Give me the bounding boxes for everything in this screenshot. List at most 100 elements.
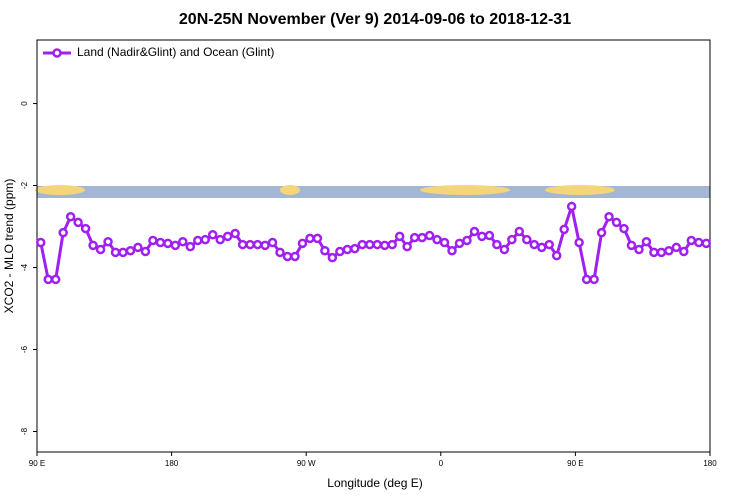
- y-tick-label: -4: [20, 263, 29, 271]
- data-point: [133, 242, 143, 253]
- data-point: [215, 234, 225, 245]
- data-point: [297, 238, 308, 249]
- data-point: [65, 211, 76, 222]
- data-point: [267, 237, 278, 248]
- data-point: [140, 246, 151, 257]
- data-point: [694, 237, 704, 248]
- x-tick-label: 90 E: [29, 459, 45, 468]
- x-tick-label: 180: [165, 459, 179, 468]
- data-point: [686, 235, 697, 246]
- data-point: [230, 228, 240, 239]
- map-land: [35, 185, 85, 195]
- data-point: [522, 234, 532, 245]
- data-point: [641, 236, 652, 247]
- data-point: [170, 240, 181, 251]
- data-point: [604, 211, 614, 222]
- data-point: [507, 234, 517, 245]
- data-point: [559, 224, 569, 235]
- data-point: [357, 239, 368, 250]
- map-ocean: [37, 186, 710, 198]
- x-tick-label: 0: [439, 459, 444, 468]
- data-point: [417, 232, 427, 243]
- data-point: [589, 274, 599, 285]
- data-point: [118, 247, 128, 258]
- data-point: [342, 244, 353, 255]
- data-point: [581, 274, 592, 285]
- data-point: [649, 247, 659, 258]
- data-point: [282, 251, 293, 262]
- data-point: [312, 233, 323, 244]
- data-point: [447, 245, 457, 256]
- data-point: [664, 245, 674, 256]
- data-point: [469, 226, 480, 237]
- data-point: [551, 250, 562, 261]
- data-point: [50, 274, 61, 285]
- y-axis-label: XCO2 - MLO trend (ppm): [2, 179, 16, 314]
- map-land: [420, 185, 510, 195]
- data-point: [110, 247, 121, 258]
- data-point: [477, 231, 487, 242]
- data-point: [619, 223, 629, 234]
- y-tick-label: -6: [20, 345, 29, 353]
- data-point: [148, 235, 158, 246]
- x-tick-label: 90 E: [567, 459, 583, 468]
- data-point: [574, 237, 584, 248]
- data-point: [611, 217, 622, 228]
- data-point: [185, 241, 196, 252]
- data-point: [439, 237, 450, 248]
- data-point: [305, 233, 315, 244]
- y-tick-label: -2: [20, 181, 29, 189]
- data-point: [409, 232, 420, 243]
- data-point: [454, 238, 465, 249]
- data-point: [103, 236, 113, 247]
- data-point: [679, 246, 689, 257]
- data-point: [656, 247, 667, 258]
- data-point: [237, 239, 248, 250]
- data-point: [492, 239, 502, 250]
- data-point: [529, 239, 540, 250]
- data-point: [222, 231, 233, 242]
- data-point: [73, 217, 83, 228]
- data-point: [402, 241, 412, 252]
- data-point: [626, 240, 637, 251]
- data-point: [394, 231, 405, 242]
- data-point: [335, 246, 345, 257]
- data-point: [252, 239, 263, 250]
- data-point: [327, 252, 338, 263]
- data-point: [35, 237, 46, 248]
- data-point: [207, 229, 218, 240]
- data-point: [43, 274, 53, 285]
- data-point: [701, 238, 712, 249]
- y-tick-label: -8: [20, 427, 29, 435]
- data-point: [424, 230, 435, 241]
- data-point: [245, 239, 255, 250]
- y-tick-label: 0: [20, 101, 29, 106]
- map-strip: [35, 185, 710, 198]
- data-point: [387, 239, 397, 250]
- data-point: [58, 227, 68, 238]
- data-point: [484, 230, 495, 241]
- x-tick-label: 90 W: [297, 459, 316, 468]
- data-point: [462, 235, 472, 246]
- x-axis-label: Longitude (deg E): [327, 476, 422, 490]
- data-point: [514, 226, 525, 237]
- data-point: [95, 244, 106, 255]
- data-point: [634, 244, 644, 255]
- data-point: [499, 244, 510, 255]
- data-point: [290, 251, 300, 262]
- data-point: [200, 234, 210, 245]
- data-point: [537, 242, 547, 253]
- data-point: [350, 243, 360, 254]
- data-point: [544, 239, 554, 250]
- data-point: [379, 240, 390, 251]
- chart-title: 20N-25N November (Ver 9) 2014-09-06 to 2…: [179, 11, 571, 28]
- data-point: [320, 245, 330, 256]
- data-point: [155, 237, 166, 248]
- x-tick-label: 180: [703, 459, 717, 468]
- legend-label: Land (Nadir&Glint) and Ocean (Glint): [77, 45, 274, 59]
- data-point: [432, 234, 442, 245]
- data-point: [125, 245, 136, 256]
- data-point: [596, 227, 607, 238]
- data-point: [80, 223, 91, 234]
